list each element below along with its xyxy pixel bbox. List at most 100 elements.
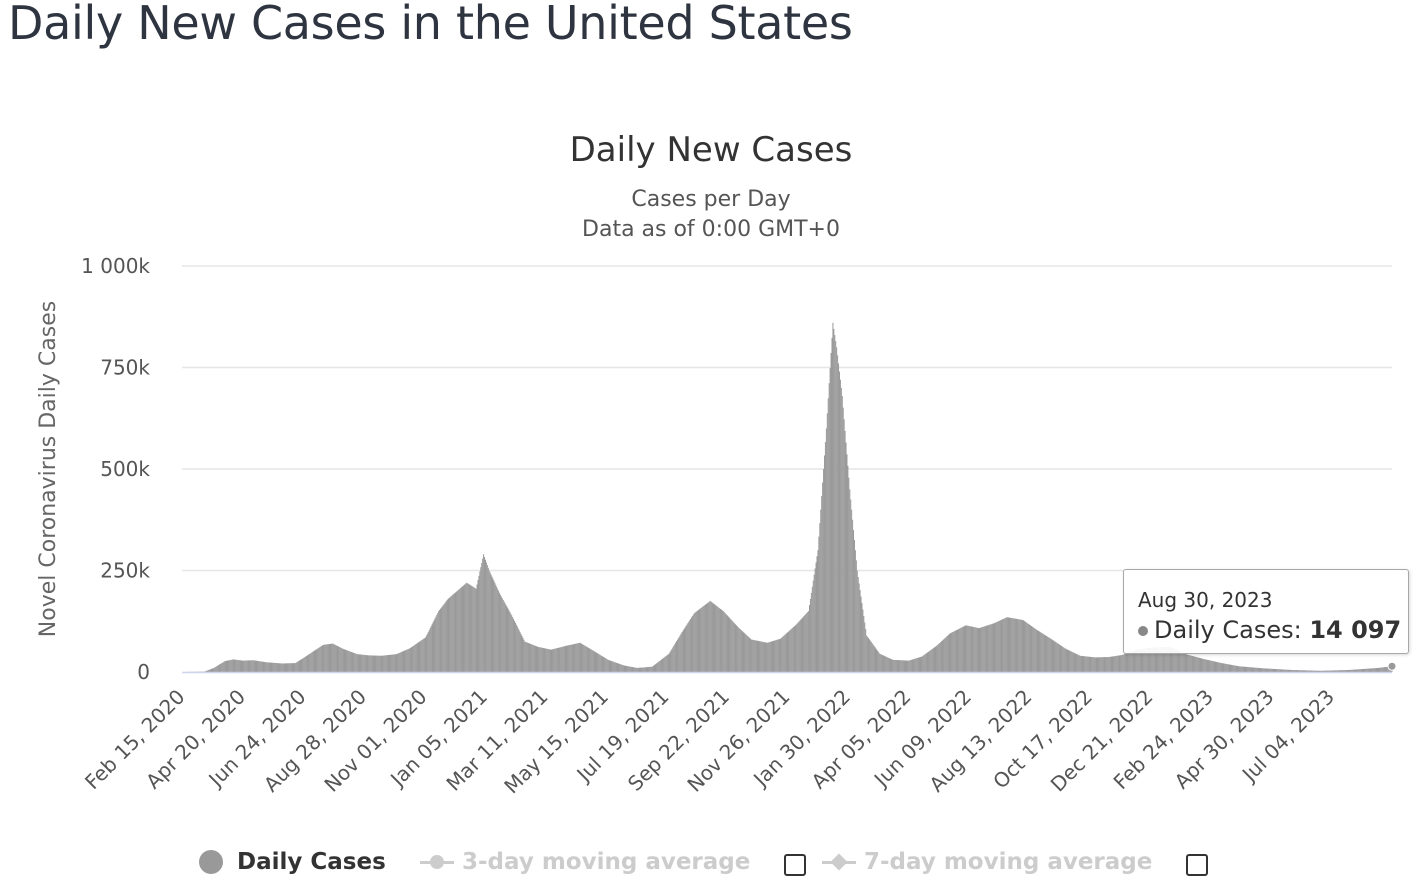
bar[interactable]	[462, 585, 464, 672]
bar[interactable]	[1374, 668, 1376, 672]
bar[interactable]	[490, 574, 492, 672]
bar[interactable]	[396, 654, 397, 672]
bar[interactable]	[705, 604, 707, 672]
bar[interactable]	[420, 640, 422, 672]
bar[interactable]	[794, 626, 796, 672]
bar[interactable]	[706, 603, 708, 672]
bar[interactable]	[1227, 664, 1229, 672]
bar[interactable]	[965, 625, 967, 672]
bar[interactable]	[637, 667, 639, 672]
bar[interactable]	[677, 638, 679, 672]
bar[interactable]	[248, 660, 250, 672]
bar[interactable]	[1327, 670, 1329, 672]
bar[interactable]	[582, 644, 584, 672]
bar[interactable]	[311, 652, 313, 672]
bar[interactable]	[361, 654, 363, 672]
bar[interactable]	[1383, 667, 1385, 672]
bar[interactable]	[969, 626, 971, 672]
bar[interactable]	[977, 627, 979, 672]
bar[interactable]	[352, 652, 354, 672]
bar[interactable]	[1034, 628, 1036, 672]
bar[interactable]	[1146, 648, 1148, 672]
bar[interactable]	[621, 664, 623, 672]
bar[interactable]	[316, 649, 318, 672]
bar[interactable]	[657, 662, 659, 672]
bar[interactable]	[1378, 667, 1380, 672]
bar[interactable]	[735, 625, 737, 672]
bar[interactable]	[720, 608, 722, 672]
bar[interactable]	[606, 659, 608, 672]
bar[interactable]	[853, 529, 855, 672]
bar[interactable]	[360, 654, 362, 672]
bar[interactable]	[1281, 669, 1283, 672]
bar[interactable]	[687, 623, 689, 672]
bar[interactable]	[1355, 669, 1357, 672]
bar[interactable]	[774, 640, 776, 672]
bar[interactable]	[443, 603, 445, 672]
bar[interactable]	[1183, 653, 1185, 672]
bar[interactable]	[825, 428, 827, 672]
bar[interactable]	[900, 660, 902, 672]
bar[interactable]	[787, 632, 789, 672]
bar[interactable]	[230, 659, 232, 672]
bar[interactable]	[755, 640, 757, 672]
bar[interactable]	[729, 618, 731, 672]
bar[interactable]	[1111, 656, 1113, 672]
bar[interactable]	[1264, 668, 1266, 672]
bar[interactable]	[604, 658, 606, 672]
bar[interactable]	[1142, 648, 1144, 672]
bar[interactable]	[263, 661, 265, 672]
bar[interactable]	[522, 637, 524, 672]
bar[interactable]	[1037, 630, 1039, 672]
bar[interactable]	[917, 657, 919, 672]
bar[interactable]	[983, 626, 985, 672]
bar[interactable]	[949, 633, 951, 672]
bar[interactable]	[624, 665, 626, 672]
bar[interactable]	[683, 629, 685, 672]
bar[interactable]	[546, 648, 548, 672]
bar[interactable]	[926, 653, 928, 672]
bar[interactable]	[474, 588, 476, 672]
bar[interactable]	[1001, 619, 1002, 672]
bar[interactable]	[468, 583, 470, 672]
bar[interactable]	[823, 469, 825, 672]
bar[interactable]	[1014, 618, 1016, 672]
bar[interactable]	[428, 629, 430, 672]
bar[interactable]	[560, 647, 562, 672]
bar[interactable]	[1131, 651, 1133, 672]
bar[interactable]	[1057, 643, 1059, 672]
bar[interactable]	[610, 660, 612, 672]
bar[interactable]	[422, 639, 424, 672]
bar[interactable]	[222, 662, 224, 672]
bar[interactable]	[396, 653, 398, 672]
bar[interactable]	[1223, 663, 1225, 672]
bar[interactable]	[1015, 618, 1017, 672]
bar[interactable]	[588, 648, 590, 672]
bar[interactable]	[960, 627, 962, 672]
bar[interactable]	[1039, 631, 1041, 672]
bar[interactable]	[1108, 656, 1110, 672]
bar[interactable]	[543, 648, 545, 672]
bar[interactable]	[989, 624, 991, 673]
bar[interactable]	[437, 612, 439, 672]
bar[interactable]	[552, 649, 554, 672]
bar[interactable]	[873, 645, 875, 672]
bar[interactable]	[515, 624, 517, 672]
bar[interactable]	[957, 629, 959, 672]
bar[interactable]	[1210, 660, 1212, 672]
bar[interactable]	[1086, 656, 1088, 672]
bar[interactable]	[454, 593, 456, 672]
bar[interactable]	[616, 662, 618, 672]
bar[interactable]	[1312, 670, 1314, 672]
bar[interactable]	[1059, 644, 1061, 672]
bar[interactable]	[698, 609, 700, 672]
bar[interactable]	[940, 642, 942, 672]
bar[interactable]	[328, 644, 330, 672]
bar[interactable]	[355, 653, 357, 672]
bar[interactable]	[1353, 669, 1355, 672]
bar[interactable]	[916, 658, 918, 672]
bar[interactable]	[1300, 670, 1302, 672]
bar[interactable]	[260, 661, 262, 672]
bar[interactable]	[1379, 667, 1381, 672]
bar[interactable]	[1087, 656, 1089, 672]
